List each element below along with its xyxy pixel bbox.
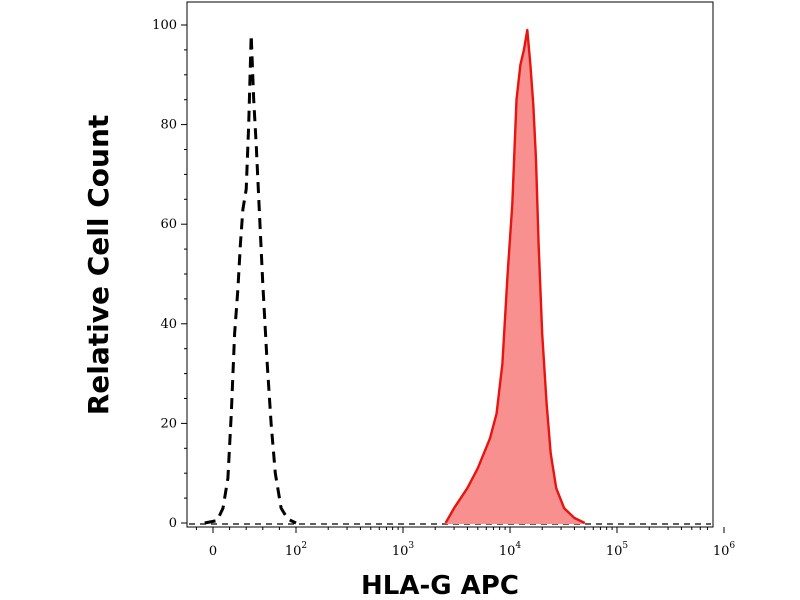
x-tick-label: 105 bbox=[606, 541, 629, 559]
plot-frame bbox=[186, 1, 714, 528]
y-tick-label: 100 bbox=[152, 18, 177, 33]
y-tick-label: 40 bbox=[160, 317, 177, 332]
axes: 0 20 40 60 80 100 0 102 103 104 105 106 bbox=[152, 1, 736, 559]
y-axis-title: Relative Cell Count bbox=[82, 115, 115, 416]
x-tick-label: 102 bbox=[285, 541, 307, 559]
x-tick-label: 104 bbox=[499, 541, 522, 559]
plot-area bbox=[189, 28, 711, 525]
y-tick-label: 0 bbox=[169, 516, 177, 531]
series-line-1 bbox=[444, 28, 586, 525]
x-tick-label: 0 bbox=[209, 544, 217, 559]
series-line-0 bbox=[204, 33, 297, 525]
series-fill-1 bbox=[445, 30, 585, 524]
y-tick-label: 60 bbox=[160, 217, 177, 232]
x-tick-label: 106 bbox=[713, 541, 736, 559]
x-axis-title: HLA-G APC bbox=[361, 571, 519, 600]
y-tick-label: 80 bbox=[160, 118, 177, 133]
x-tick-label: 103 bbox=[392, 541, 415, 559]
y-tick-label: 20 bbox=[160, 416, 177, 431]
